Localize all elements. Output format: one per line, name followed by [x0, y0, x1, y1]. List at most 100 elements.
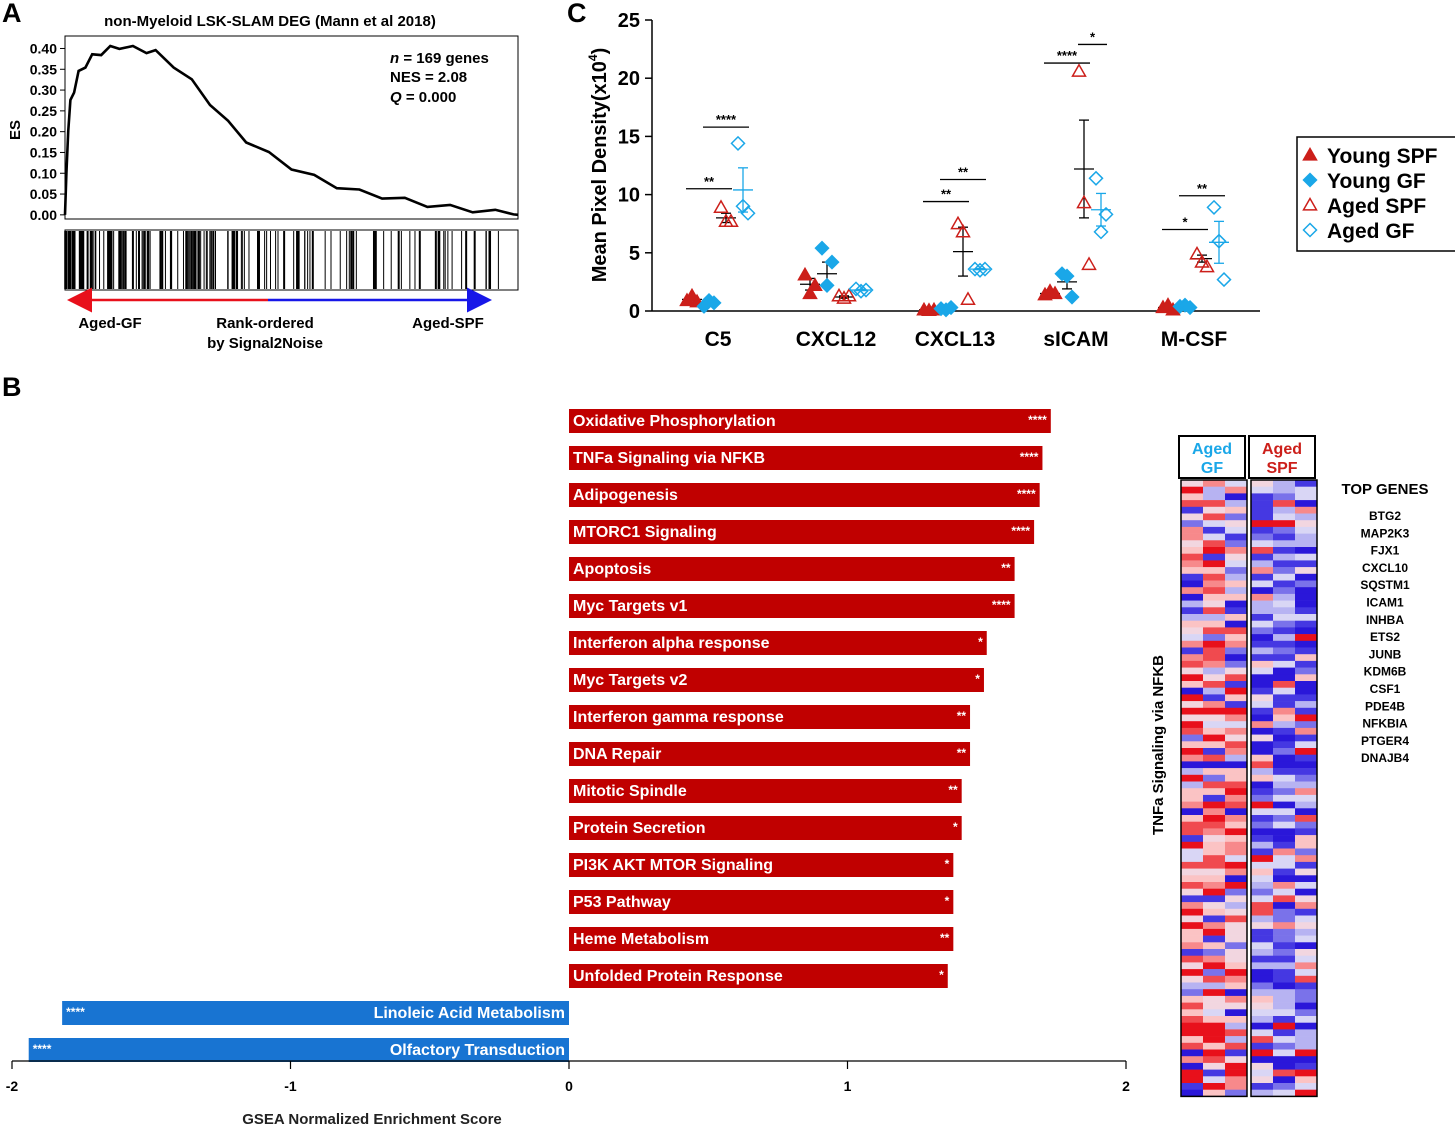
heatmap-cell	[1273, 975, 1295, 983]
heatmap-cell	[1181, 640, 1203, 648]
heatmap-cell	[1273, 955, 1295, 963]
heatmap-cell	[1295, 821, 1317, 829]
heatmap-cell	[1203, 667, 1225, 675]
heatmap-cell	[1273, 882, 1295, 889]
heatmap-cell	[1295, 768, 1317, 776]
nes-bar-significance: **	[948, 783, 958, 797]
heatmap-cell	[1225, 969, 1247, 977]
heatmap-cell	[1225, 955, 1247, 963]
heatmap-cell	[1181, 908, 1203, 916]
heatmap-cell	[1273, 754, 1295, 762]
heatmap-cell	[1251, 808, 1273, 816]
heatmap-cell	[1225, 1016, 1247, 1023]
heatmap-cell	[1181, 1009, 1203, 1017]
heatmap-cell	[1295, 1089, 1317, 1097]
nes-bar-label: Oxidative Phosphorylation	[573, 413, 776, 430]
heatmap-cell	[1295, 547, 1317, 554]
heatmap-cell	[1225, 694, 1247, 702]
heatmap-cell	[1273, 674, 1295, 682]
heatmap-cell	[1273, 835, 1295, 843]
heatmap-cell	[1295, 600, 1317, 608]
data-point	[1071, 63, 1087, 77]
heatmap-cell	[1181, 607, 1203, 615]
heatmap-cell	[1251, 868, 1273, 876]
heatmap-cell	[1251, 754, 1273, 762]
heatmap-cell	[1225, 781, 1247, 789]
cytokine-ytick-label: 20	[618, 68, 640, 90]
gsea-ytick-label: 0.35	[30, 61, 57, 77]
heatmap-cell	[1251, 707, 1273, 715]
heatmap-cell	[1295, 681, 1317, 688]
heatmap-cell	[1181, 922, 1203, 930]
heatmap-cell	[1251, 1062, 1273, 1070]
heatmap-cell	[1273, 600, 1295, 608]
heatmap-cell	[1225, 1022, 1247, 1030]
heatmap-cell	[1251, 942, 1273, 950]
heatmap-cell	[1251, 513, 1273, 521]
heatmap-cell	[1181, 1016, 1203, 1023]
gene-label: PTGER4	[1361, 734, 1409, 748]
panel-label-a: A	[2, 0, 22, 28]
heatmap-cell	[1273, 1029, 1295, 1037]
heatmap-cell	[1225, 553, 1247, 561]
heatmap-cell	[1181, 1002, 1203, 1010]
heatmap-cell	[1295, 922, 1317, 930]
heatmap-cell	[1251, 848, 1273, 856]
heatmap-cell	[1295, 774, 1317, 782]
heatmap-cell	[1203, 480, 1225, 487]
heatmap-frame-spf	[1250, 479, 1318, 1098]
heatmap-cell	[1181, 902, 1203, 910]
heatmap-cell	[1203, 774, 1225, 782]
data-point	[819, 277, 835, 293]
heatmap-cell	[1203, 1083, 1225, 1090]
rank-left-label: Aged-GF	[78, 315, 141, 332]
heatmap-cell	[1225, 607, 1247, 615]
heatmap-cell	[1225, 614, 1247, 621]
gene-label: CSF1	[1370, 682, 1401, 696]
group-label-aged-gf-2: GF	[1201, 460, 1223, 477]
heatmap-cell	[1251, 660, 1273, 668]
heatmap-cell	[1181, 1083, 1203, 1090]
heatmap-cell	[1181, 882, 1203, 889]
heatmap-cell	[1181, 620, 1203, 628]
data-point	[848, 281, 864, 297]
cytokine-ytick-label: 5	[629, 243, 640, 265]
nes-bar-significance: ****	[1017, 487, 1036, 501]
data-point	[977, 261, 993, 277]
top-genes-header: TOP GENES	[1342, 481, 1429, 498]
nes-bar-significance: *	[953, 820, 958, 834]
heatmap-cell	[1181, 1022, 1203, 1030]
cytokine-category-label: sICAM	[1043, 328, 1108, 351]
heatmap-cell	[1251, 727, 1273, 735]
heatmap-cell	[1225, 627, 1247, 635]
heatmap-cell	[1203, 975, 1225, 983]
heatmap-cell	[1251, 627, 1273, 635]
heatmap-cell	[1225, 500, 1247, 508]
nes-bar-label: TNFa Signaling via NFKB	[573, 450, 765, 467]
heatmap-cell	[1295, 995, 1317, 1003]
heatmap-cell	[1295, 875, 1317, 883]
heatmap-cell	[1203, 915, 1225, 923]
heatmap-cell	[1181, 868, 1203, 876]
data-point	[1199, 258, 1215, 273]
heatmap-cell	[1181, 741, 1203, 749]
heatmap-cell	[1181, 828, 1203, 836]
heatmap-cell	[1225, 600, 1247, 608]
heatmap-cell	[1273, 861, 1295, 869]
rank-middle-label-2: by Signal2Noise	[207, 335, 323, 352]
heatmap-cell	[1295, 540, 1317, 548]
heatmap-cell	[1273, 922, 1295, 930]
heatmap-cell	[1203, 573, 1225, 581]
heatmap-cell	[1225, 748, 1247, 755]
heatmap-cell	[1203, 962, 1225, 970]
heatmap-cell	[1295, 1009, 1317, 1017]
heatmap-cell	[1181, 707, 1203, 715]
heatmap-cell	[1181, 962, 1203, 970]
heatmap-cell	[1251, 1002, 1273, 1010]
cytokine-ytick-label: 15	[618, 126, 640, 148]
heatmap-cell	[1225, 982, 1247, 990]
nes-bar-significance: ****	[1011, 524, 1030, 538]
heatmap-cell	[1251, 788, 1273, 796]
heatmap-cell	[1273, 774, 1295, 782]
legend-label: Aged SPF	[1327, 195, 1426, 218]
